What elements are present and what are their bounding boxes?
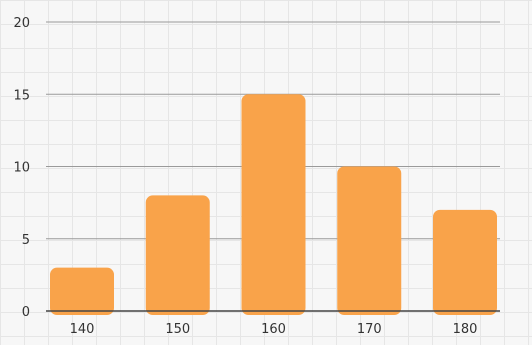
bars <box>50 94 497 315</box>
bar-170 <box>337 166 402 315</box>
x-tick-label: 150 <box>165 322 190 337</box>
bar-160 <box>241 94 306 315</box>
x-tick-labels: 140 150 160 170 180 <box>70 322 478 337</box>
y-tick-label: 0 <box>22 305 30 320</box>
y-tick-label: 20 <box>13 16 30 31</box>
y-tick-label: 5 <box>22 233 30 248</box>
bar-140 <box>50 267 114 315</box>
y-tick-label: 15 <box>13 88 30 103</box>
bar-150 <box>145 195 210 315</box>
y-tick-labels: 0 5 10 15 20 <box>13 16 30 320</box>
x-tick-label: 170 <box>357 322 382 337</box>
x-tick-label: 180 <box>453 322 478 337</box>
bar-180 <box>433 209 497 315</box>
x-tick-label: 160 <box>261 322 286 337</box>
y-tick-label: 10 <box>13 161 30 176</box>
x-tick-label: 140 <box>70 322 95 337</box>
